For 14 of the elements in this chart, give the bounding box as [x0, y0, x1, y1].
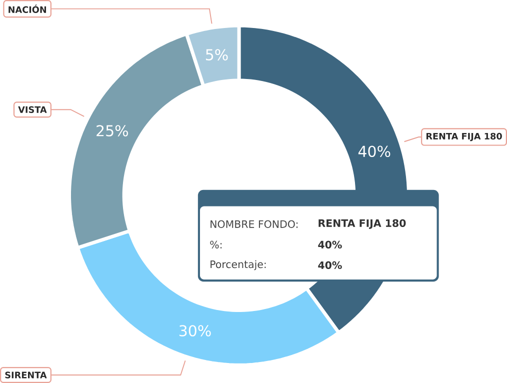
data-label: 40% [358, 146, 390, 158]
slice-label: NACIÓN [8, 4, 46, 13]
text: Porcentaje: [210, 260, 266, 270]
data-label: 25% [96, 125, 128, 136]
data-label: 30% [179, 325, 211, 336]
text: %: [210, 240, 222, 248]
text: RENTA FIJA 180 [318, 219, 406, 229]
text: 40% [318, 240, 342, 248]
slice-label: RENTA FIJA 180 [426, 132, 502, 142]
slice-label: SIRENTA [5, 372, 47, 378]
data-label: 5% [206, 49, 228, 60]
slice-label: VISTA [18, 106, 47, 113]
text: NOMBRE FONDO: [210, 220, 298, 228]
text: 40% [318, 261, 342, 270]
